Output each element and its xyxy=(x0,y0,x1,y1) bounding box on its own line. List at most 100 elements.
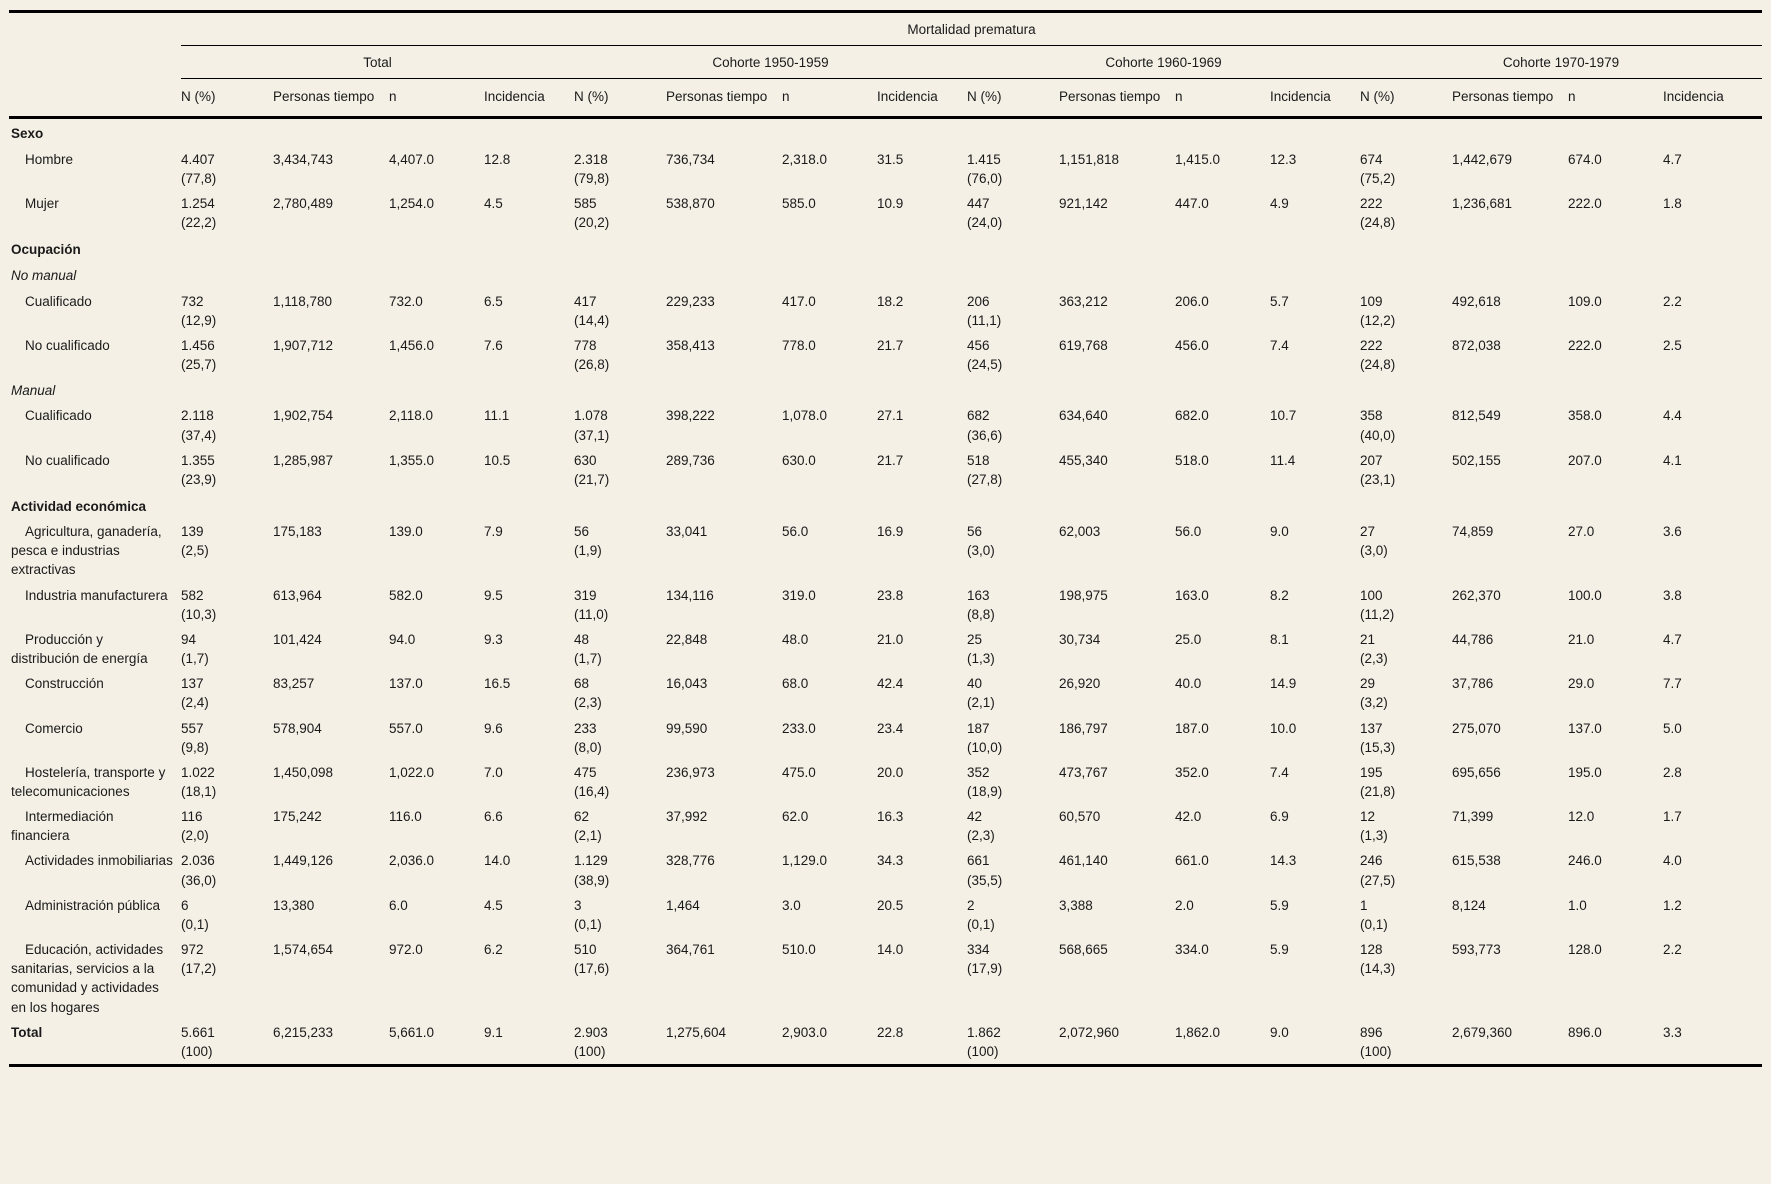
cell: 2 (0,1) xyxy=(967,897,995,932)
cell: 16,043 xyxy=(666,676,708,692)
cell xyxy=(1452,262,1568,288)
col-header: N (%) xyxy=(1360,78,1452,120)
cell xyxy=(1059,235,1175,262)
data-row: Educación, actividades sanitarias, servi… xyxy=(9,937,1762,1020)
section-row: Actividad económica xyxy=(9,492,1762,519)
cell: 1,415.0 xyxy=(1175,151,1221,167)
cell: 1,355.0 xyxy=(389,452,435,468)
cell: 2.118 (37,4) xyxy=(181,408,217,443)
cell: 9.3 xyxy=(484,631,503,647)
cell: 557 (9,8) xyxy=(181,720,209,755)
cell: 1.355 (23,9) xyxy=(181,452,217,487)
cell: 732 (12,9) xyxy=(181,293,217,328)
group-header-row: Total Cohorte 1950-1959 Cohorte 1960-196… xyxy=(9,45,1762,80)
cell xyxy=(967,492,1059,519)
cell: 23.8 xyxy=(877,587,904,603)
cell: 3.8 xyxy=(1663,587,1682,603)
cell: 319.0 xyxy=(782,587,816,603)
cell: 68 (2,3) xyxy=(574,676,602,711)
cell xyxy=(1360,235,1452,262)
row-label: Cualificado xyxy=(25,408,92,424)
col-header: Personas tiempo xyxy=(666,78,782,120)
cell: 2.5 xyxy=(1663,337,1682,353)
cell: 2,679,360 xyxy=(1452,1024,1513,1040)
cell: 48 (1,7) xyxy=(574,631,602,667)
cell: 319 (11,0) xyxy=(574,587,609,622)
cell xyxy=(389,235,484,262)
section-row: Sexo xyxy=(9,118,1762,147)
cell xyxy=(877,118,967,147)
cell: 44,786 xyxy=(1452,631,1494,647)
cell xyxy=(181,262,273,288)
cell: 186,797 xyxy=(1059,720,1108,736)
cell xyxy=(273,118,389,147)
cell: 1,118,780 xyxy=(273,293,333,309)
cell: 137 (2,4) xyxy=(181,676,209,711)
cell xyxy=(1175,118,1270,147)
row-label: No cualificado xyxy=(25,452,110,468)
cell: 7.7 xyxy=(1663,676,1682,692)
cell: 2.903 (100) xyxy=(574,1024,608,1059)
cell: 363,212 xyxy=(1059,293,1108,309)
cell xyxy=(1360,492,1452,519)
cell: 613,964 xyxy=(273,587,322,603)
cell xyxy=(1452,377,1568,403)
cell: 109.0 xyxy=(1568,293,1602,309)
col-header: Personas tiempo xyxy=(1059,78,1175,120)
mortality-table: Mortalidad prematura Total Cohorte 1950-… xyxy=(9,10,1762,1068)
cell: 27 (3,0) xyxy=(1360,524,1388,559)
cell xyxy=(1175,235,1270,262)
cell: 3,388 xyxy=(1059,897,1093,913)
cell: 6.5 xyxy=(484,293,503,309)
cell: 37,786 xyxy=(1452,676,1494,692)
cell: 2,903.0 xyxy=(782,1024,828,1040)
cell: 195 (21,8) xyxy=(1360,764,1396,799)
cell: 3.3 xyxy=(1663,1024,1682,1040)
cell: 21.7 xyxy=(877,337,904,353)
cell: 109 (12,2) xyxy=(1360,293,1396,328)
cell: 812,549 xyxy=(1452,408,1501,424)
cell: 42 (2,3) xyxy=(967,809,995,844)
cell: 16.5 xyxy=(484,676,511,692)
cell: 510.0 xyxy=(782,942,816,958)
cell: 417.0 xyxy=(782,293,816,309)
row-label: No manual xyxy=(11,268,77,284)
cell xyxy=(967,377,1059,403)
cell: 1,022.0 xyxy=(389,764,435,780)
cell xyxy=(967,262,1059,288)
cell: 674.0 xyxy=(1568,151,1602,167)
data-row: No cualificado 1.355 (23,9) 1,285,987 1,355… xyxy=(9,448,1762,492)
cell: 578,904 xyxy=(273,720,322,736)
cell: 475 (16,4) xyxy=(574,764,610,799)
cell: 21.7 xyxy=(877,452,904,468)
cell xyxy=(389,377,484,403)
cell: 100.0 xyxy=(1568,587,1602,603)
cell xyxy=(389,262,484,288)
cell xyxy=(1270,377,1360,403)
cell: 328,776 xyxy=(666,853,715,869)
group-header-total: Total xyxy=(181,45,574,80)
cell: 475.0 xyxy=(782,764,816,780)
cell: 206.0 xyxy=(1175,293,1209,309)
cell xyxy=(1568,235,1663,262)
cell: 236,973 xyxy=(666,764,715,780)
cell: 289,736 xyxy=(666,452,715,468)
col-header: N (%) xyxy=(574,78,666,120)
cell: 100 (11,2) xyxy=(1360,587,1395,622)
cell: 71,399 xyxy=(1452,809,1494,825)
cell: 1.129 (38,9) xyxy=(574,853,610,888)
cell: 134,116 xyxy=(666,587,714,603)
row-label: Comercio xyxy=(25,720,83,736)
cell: 568,665 xyxy=(1059,942,1108,958)
cell: 1.078 (37,1) xyxy=(574,408,610,443)
cell: 2,118.0 xyxy=(389,408,434,424)
data-row: Construcción 137 (2,4) 83,257 137.0 16.5 68 (… xyxy=(9,671,1762,715)
cell: 972.0 xyxy=(389,942,423,958)
cell: 10.0 xyxy=(1270,720,1297,736)
row-label: Manual xyxy=(11,383,56,399)
cell: 20.5 xyxy=(877,897,904,913)
row-label: Intermediación financiera xyxy=(11,809,114,844)
cell: 56.0 xyxy=(782,524,809,540)
cell: 4.4 xyxy=(1663,408,1682,424)
cell xyxy=(1360,262,1452,288)
